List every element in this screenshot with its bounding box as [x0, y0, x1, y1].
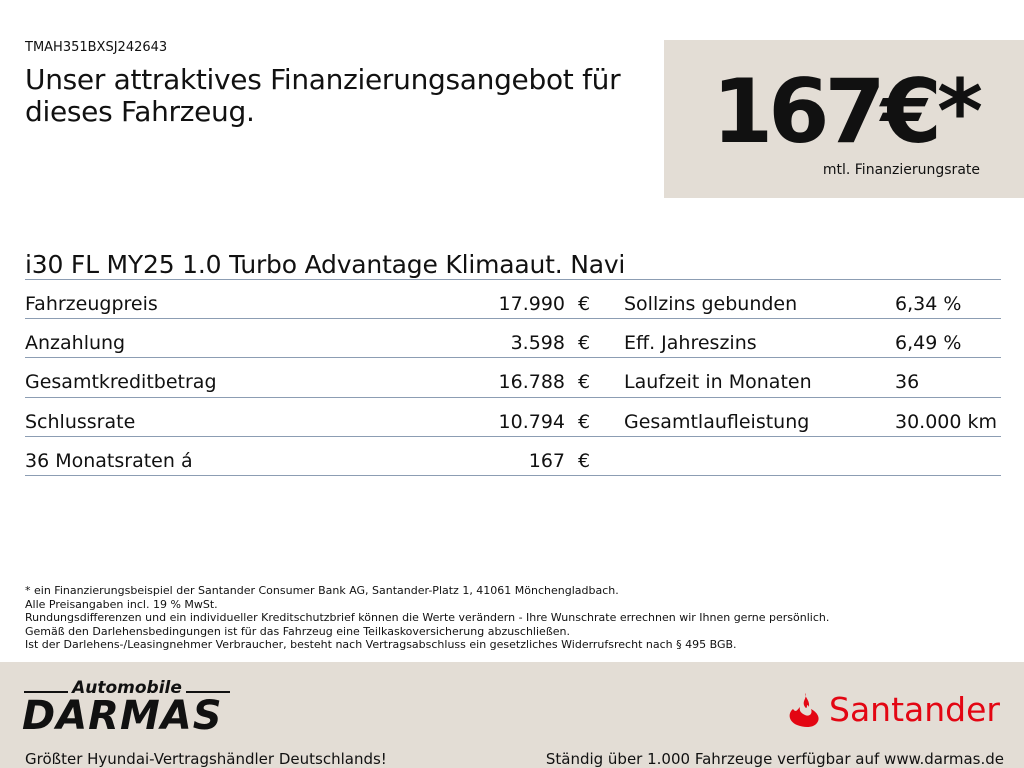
row-unit: € — [578, 332, 591, 355]
row-label: Gesamtlaufleistung — [624, 410, 810, 433]
row-label: Eff. Jahreszins — [624, 332, 757, 355]
row-value: 3.598 — [510, 332, 565, 355]
dealer-website-text: Ständig über 1.000 Fahrzeuge verfügbar a… — [545, 750, 1004, 768]
monthly-price: 167€* — [712, 60, 983, 163]
row-value: 16.788 — [498, 371, 565, 394]
disclaimer-line: Alle Preisangaben incl. 19 % MwSt. — [25, 597, 218, 611]
model-name: i30 FL MY25 1.0 Turbo Advantage Klimaaut… — [25, 250, 626, 279]
row-label: Fahrzeugpreis — [25, 293, 158, 315]
row-label: Gesamtkreditbetrag — [25, 371, 217, 394]
row-divider — [25, 357, 1001, 358]
row-unit: € — [578, 371, 591, 394]
footer: Automobile DARMAS Santander Größter Hyun… — [0, 662, 1024, 768]
santander-logo: Santander — [787, 690, 1000, 729]
price-box: 167€* mtl. Finanzierungsrate — [664, 40, 1024, 198]
row-value: 36 — [895, 371, 920, 394]
row-unit: € — [578, 449, 591, 472]
row-label: Schlussrate — [25, 410, 136, 433]
disclaimer: * ein Finanzierungsbeispiel der Santande… — [25, 584, 829, 652]
row-divider — [25, 475, 1001, 476]
row-divider — [25, 397, 1001, 398]
row-label: Laufzeit in Monaten — [624, 371, 812, 394]
disclaimer-line: Gemäß den Darlehensbedingungen ist für d… — [25, 624, 570, 638]
row-divider — [25, 436, 1001, 437]
disclaimer-line: Rundungsdifferenzen und ein individuelle… — [25, 611, 830, 624]
row-value: 167 — [528, 449, 565, 472]
darmas-logo: Automobile DARMAS — [22, 678, 232, 739]
bank-name: Santander — [829, 690, 1000, 729]
disclaimer-line: Ist der Darlehens-/Leasingnehmer Verbrau… — [25, 638, 737, 651]
row-label: Sollzins gebunden — [624, 293, 798, 315]
row-divider — [25, 279, 1001, 280]
disclaimer-line: * ein Finanzierungsbeispiel der Santande… — [25, 584, 619, 597]
row-value: 10.794 — [498, 410, 565, 433]
row-label: Anzahlung — [25, 332, 126, 355]
row-unit: € — [578, 293, 591, 315]
dealer-slogan: Größter Hyundai-Vertragshändler Deutschl… — [25, 750, 387, 768]
price-label: mtl. Finanzierungsrate — [822, 162, 980, 178]
headline: Unser attraktives Finanzierungsangebot f… — [25, 63, 621, 128]
row-value: 6,49 % — [895, 332, 962, 355]
vin: TMAH351BXSJ242643 — [25, 40, 168, 55]
row-unit: € — [578, 410, 591, 433]
row-value: 17.990 — [498, 293, 565, 315]
row-value: 30.000 km — [895, 410, 998, 433]
logo-main: DARMAS — [22, 693, 223, 739]
logo-top: Automobile — [22, 678, 232, 698]
santander-flame-icon — [789, 692, 819, 727]
row-divider — [25, 318, 1001, 319]
row-label: 36 Monatsraten á — [25, 449, 193, 472]
row-value: 6,34 % — [895, 293, 962, 315]
